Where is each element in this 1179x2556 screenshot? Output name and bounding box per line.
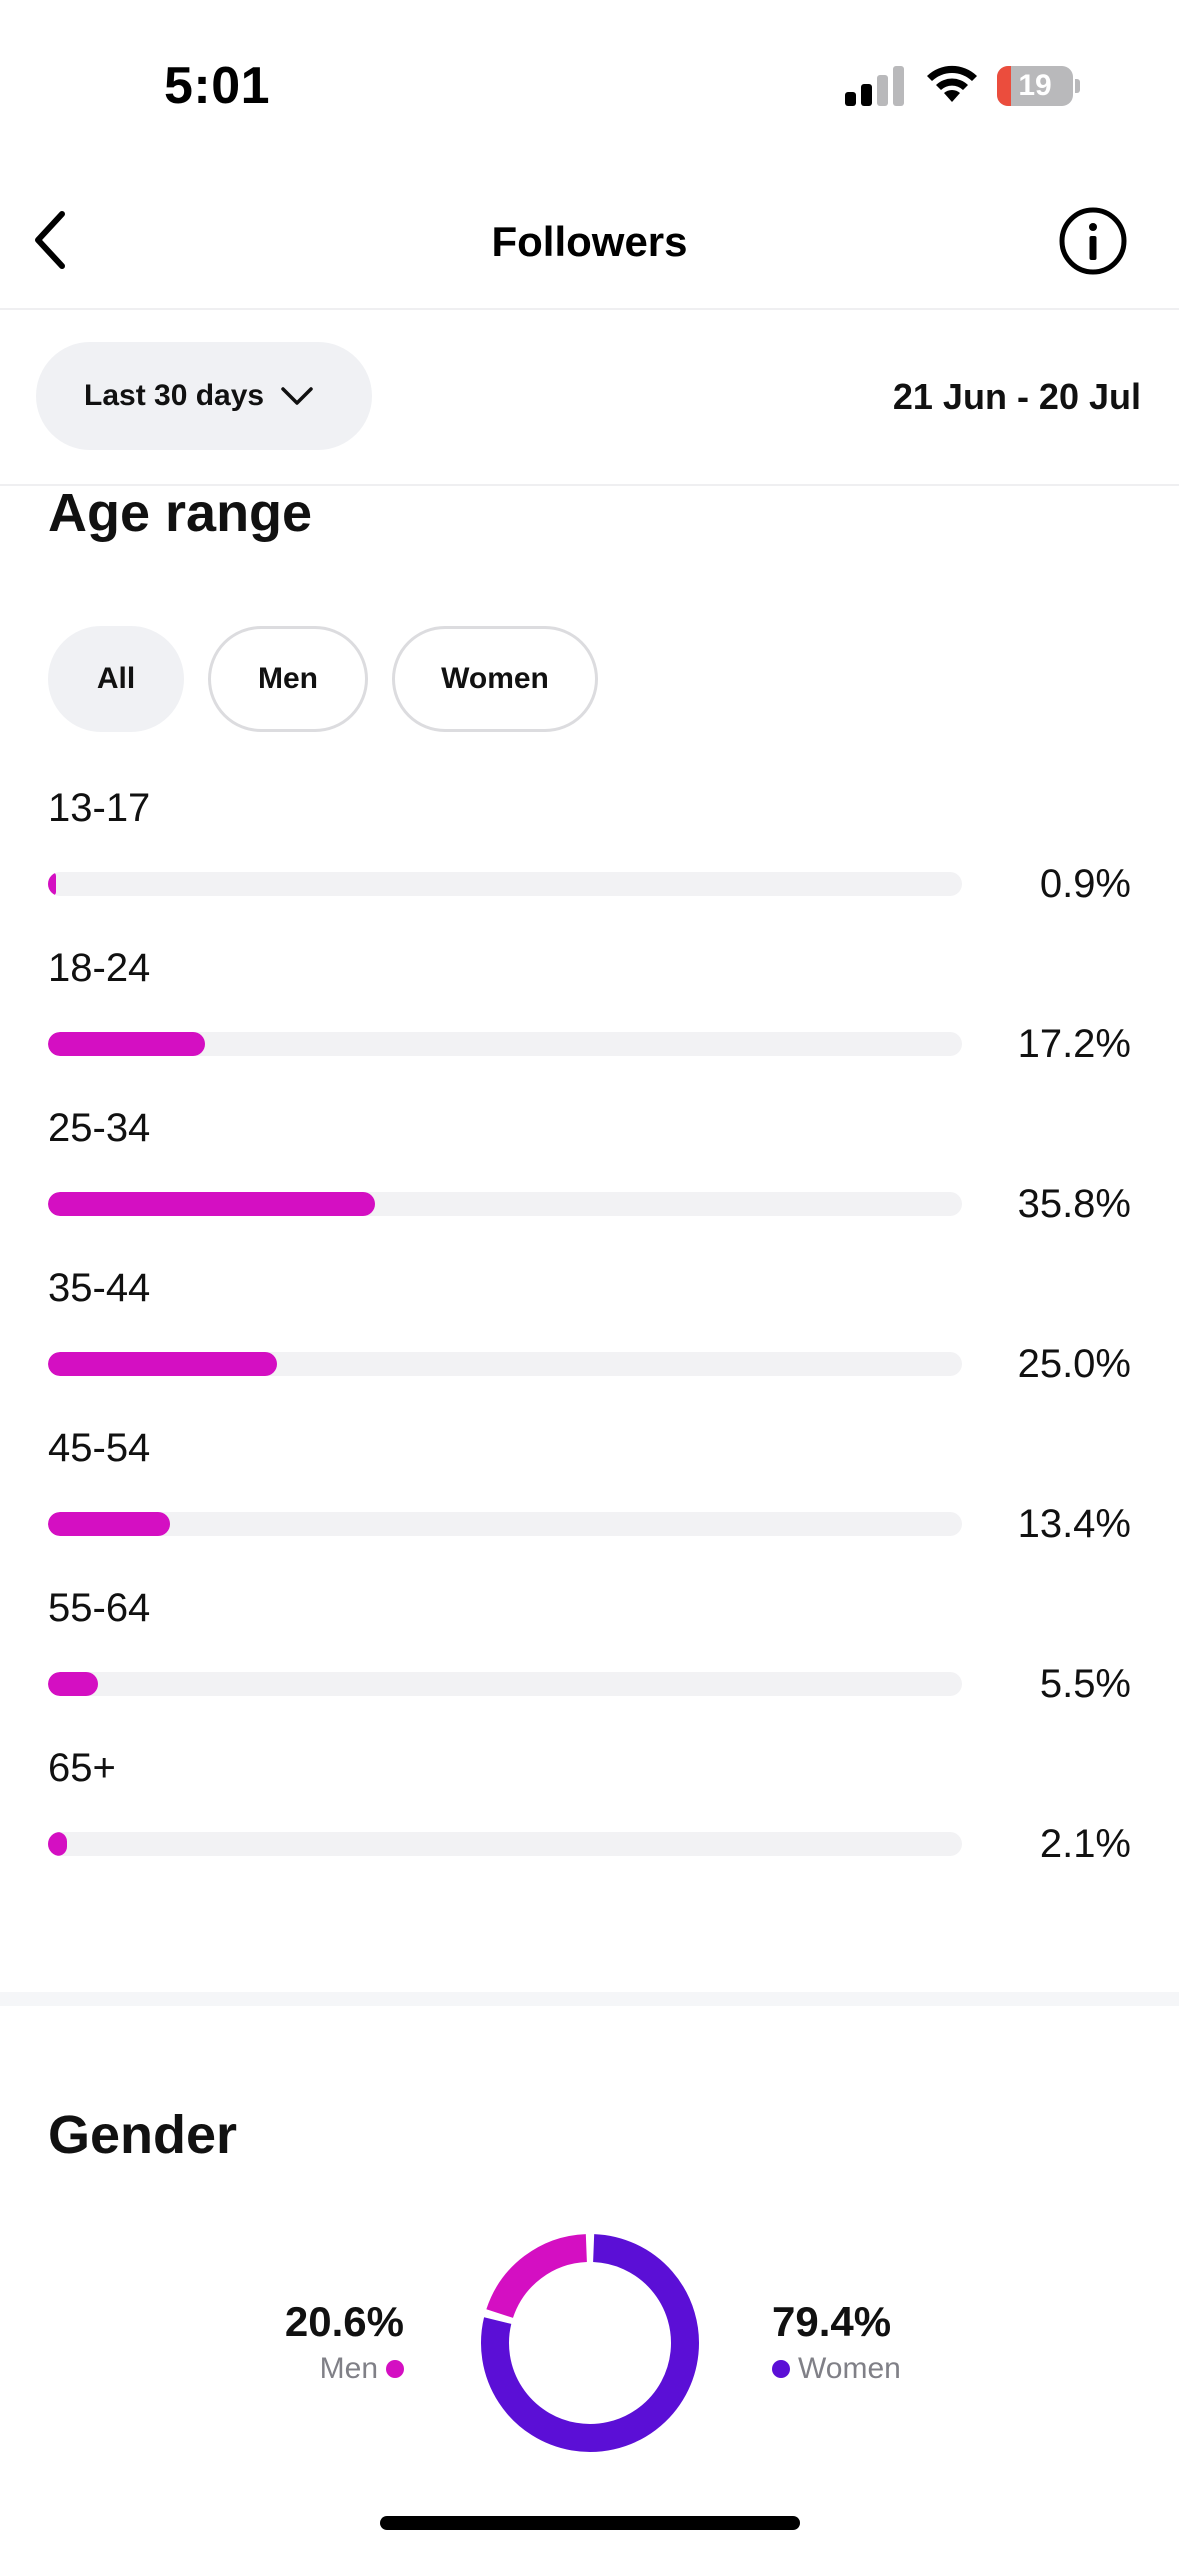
age-percentage: 35.8% <box>1017 1182 1131 1226</box>
tab-men[interactable]: Men <box>208 626 368 732</box>
age-label: 25-34 <box>48 1106 151 1150</box>
cellular-signal-icon <box>845 66 904 106</box>
age-range-list: 13-17 0.9% 18-24 17.2% 25-34 35.8% 35-44… <box>48 786 1131 1906</box>
battery-icon: 19 <box>997 66 1080 106</box>
age-label: 35-44 <box>48 1266 151 1310</box>
age-bar-track <box>48 1832 962 1856</box>
women-legend: Women <box>772 2352 901 2386</box>
women-legend-label: Women <box>798 2352 901 2385</box>
page-title: Followers <box>491 218 688 265</box>
age-bar-fill <box>48 1192 376 1216</box>
period-dropdown[interactable]: Last 30 days <box>36 342 372 450</box>
age-label: 65+ <box>48 1746 116 1790</box>
age-range-title: Age range <box>48 483 313 543</box>
age-row: 55-64 5.5% <box>48 1586 1131 1746</box>
gender-title: Gender <box>48 2105 238 2165</box>
age-label: 45-54 <box>48 1426 151 1470</box>
women-legend-dot <box>772 2360 790 2378</box>
age-label: 18-24 <box>48 946 151 990</box>
age-row: 65+ 2.1% <box>48 1746 1131 1906</box>
age-label: 13-17 <box>48 786 151 830</box>
donut-segment-men <box>486 2234 588 2319</box>
tab-all[interactable]: All <box>48 626 184 732</box>
section-divider <box>0 1992 1179 2006</box>
wifi-icon <box>927 65 977 102</box>
age-bar-track <box>48 1032 962 1056</box>
age-row: 13-17 0.9% <box>48 786 1131 946</box>
women-percentage: 79.4% <box>772 2298 892 2345</box>
men-legend: Men <box>200 2352 404 2386</box>
age-bar-fill <box>48 1032 206 1056</box>
age-bar-fill <box>48 1832 68 1856</box>
age-percentage: 25.0% <box>1017 1342 1131 1386</box>
age-bar-fill <box>48 1672 99 1696</box>
age-percentage: 13.4% <box>1017 1502 1131 1546</box>
age-label: 55-64 <box>48 1586 151 1630</box>
age-bar-fill <box>48 1352 277 1376</box>
home-indicator <box>380 2516 800 2530</box>
age-bar-track <box>48 872 962 896</box>
age-bar-track <box>48 1672 962 1696</box>
age-percentage: 0.9% <box>1039 862 1131 906</box>
age-bar-fill <box>48 1512 171 1536</box>
status-bar: 5:01 19 <box>0 0 1179 170</box>
chevron-left-icon <box>35 211 65 269</box>
age-row: 35-44 25.0% <box>48 1266 1131 1426</box>
age-bar-track <box>48 1192 962 1216</box>
age-row: 45-54 13.4% <box>48 1426 1131 1586</box>
age-percentage: 17.2% <box>1017 1022 1131 1066</box>
men-percentage: 20.6% <box>284 2298 404 2345</box>
donut-segment-women <box>481 2234 699 2452</box>
back-button[interactable] <box>18 208 82 272</box>
age-bar-track <box>48 1352 962 1376</box>
battery-level: 19 <box>1018 69 1052 102</box>
gender-donut-chart <box>481 2234 699 2452</box>
gender-filter-tabs: All Men Women <box>48 626 598 732</box>
age-percentage: 5.5% <box>1039 1662 1131 1706</box>
period-label: Last 30 days <box>84 379 265 412</box>
status-time: 5:01 <box>164 57 271 115</box>
battery-fill <box>997 66 1012 106</box>
tab-women[interactable]: Women <box>392 626 598 732</box>
filter-row: Last 30 days 21 Jun - 20 Jul <box>0 310 1179 486</box>
men-legend-dot <box>386 2360 404 2378</box>
nav-header: Followers <box>0 170 1179 310</box>
age-percentage: 2.1% <box>1039 1822 1131 1866</box>
age-bar-track <box>48 1512 962 1536</box>
info-circle-icon[interactable] <box>1058 206 1128 276</box>
men-legend-label: Men <box>319 2352 378 2385</box>
age-row: 18-24 17.2% <box>48 946 1131 1106</box>
age-row: 25-34 35.8% <box>48 1106 1131 1266</box>
chevron-down-icon <box>281 387 313 405</box>
date-range: 21 Jun - 20 Jul <box>892 376 1141 417</box>
age-bar-fill <box>48 872 57 896</box>
